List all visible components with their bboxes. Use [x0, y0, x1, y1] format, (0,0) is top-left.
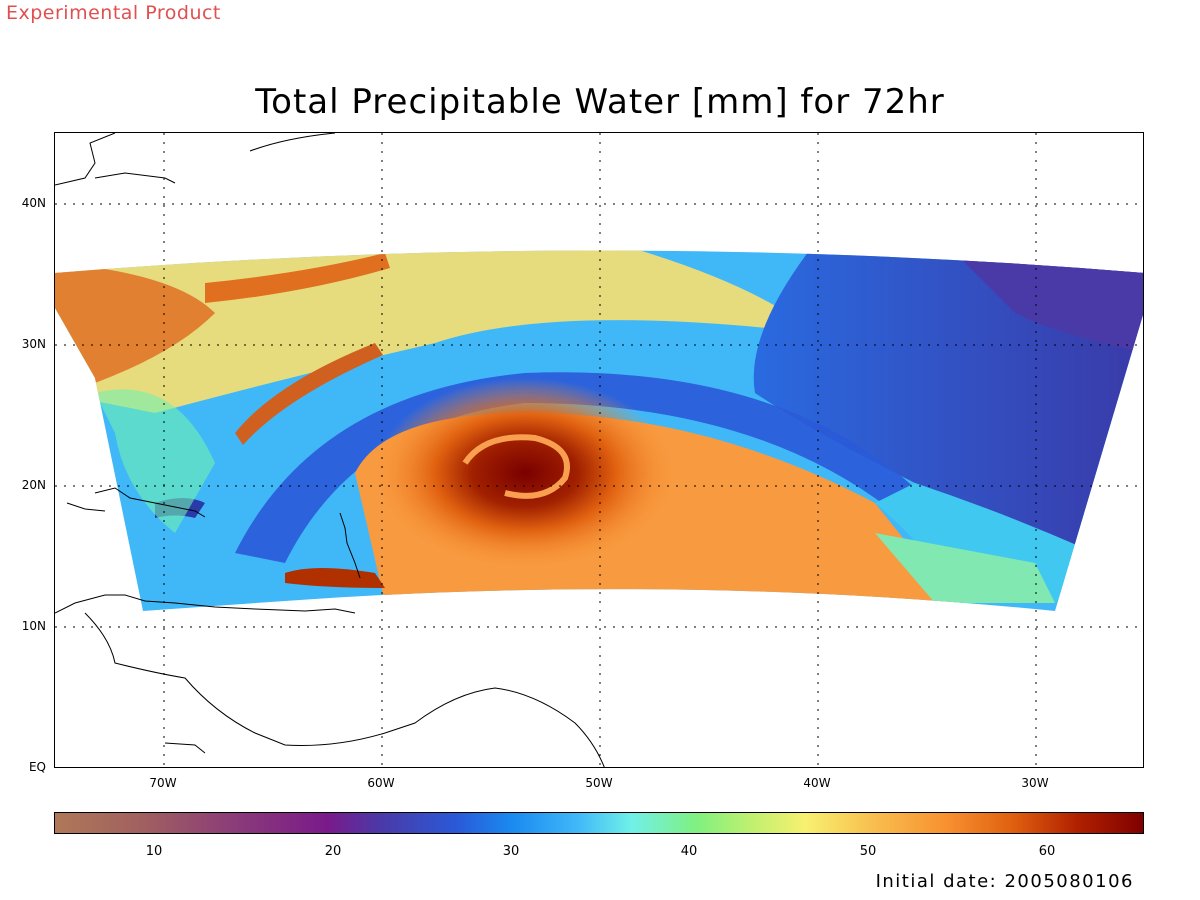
colorbar-tick-30: 30: [502, 844, 520, 859]
colorbar-tick-60: 60: [1038, 844, 1056, 859]
plot-title: Total Precipitable Water [mm] for 72hr: [255, 82, 945, 122]
colorbar-tick-20: 20: [324, 844, 342, 859]
colorbar: [54, 812, 1144, 834]
precipitable-water-field: [55, 250, 1143, 611]
lat-label-eq: EQ: [28, 760, 46, 774]
map-plot: [54, 132, 1144, 768]
lat-label-10n: 10N: [21, 619, 46, 633]
initial-date-label: Initial date: 2005080106: [875, 871, 1134, 892]
lat-label-40n: 40N: [21, 196, 46, 210]
experimental-product-label: Experimental Product: [6, 2, 221, 24]
lon-label-60w: 60W: [367, 776, 395, 790]
lat-label-30n: 30N: [21, 337, 46, 351]
lon-label-40w: 40W: [803, 776, 831, 790]
colorbar-tick-10: 10: [145, 844, 163, 859]
colorbar-tick-40: 40: [680, 844, 698, 859]
coastlines: [55, 133, 605, 767]
lon-label-70w: 70W: [149, 776, 177, 790]
colorbar-tick-50: 50: [859, 844, 877, 859]
map-svg: [55, 133, 1143, 767]
lon-label-50w: 50W: [585, 776, 613, 790]
lon-label-30w: 30W: [1021, 776, 1049, 790]
lat-label-20n: 20N: [21, 478, 46, 492]
graticule: [55, 133, 1143, 767]
